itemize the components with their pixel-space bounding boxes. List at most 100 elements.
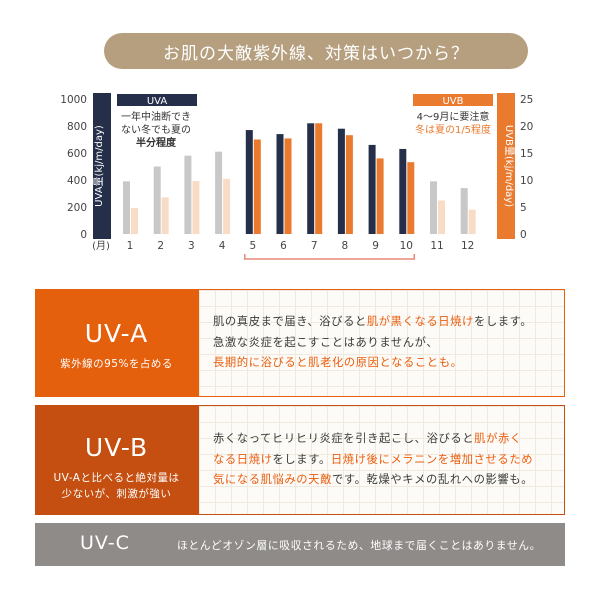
uva-title: UV-A [84,319,149,348]
uva-axis-band [93,93,111,239]
uvb-desc-text: 赤くなってヒリヒリ炎症を引き起こし、浴びると [213,432,475,446]
uva-desc-highlight-text: 肌が黒くなる日焼け [366,315,474,329]
uva-bar [307,123,315,234]
uva-bar [276,134,284,234]
uvb-annotation-line: 4〜9月に要注意 [417,110,490,123]
uvb-subtitle-line-2: 少ないが、刺激が強い [61,488,172,500]
uva-desc-text: をします。 [473,315,533,329]
x-unit-label: (月) [92,240,110,252]
uvb-desc-text: をします。 [272,452,331,466]
uvc-description: ほとんどオゾン層に吸収されるため、地球まで届くことはありません。 [177,539,542,552]
left-tick-label: 200 [67,202,87,214]
uva-description-lines: 肌の真皮まで届き、浴びると肌が黒くなる日焼けをします。急激な炎症を起こすことはあ… [213,312,532,374]
uvb-bar [407,162,415,234]
uv-chart: UVA量(kj/m/day) UVB量(kj/m/day)020040060080… [60,93,533,260]
x-tick-label: 11 [430,240,443,252]
uva-bar [337,128,345,234]
uvc-title: UV-C [80,532,130,554]
x-tick-label: 1 [127,240,134,252]
uvb-bar [284,138,292,234]
left-tick-label: 600 [67,148,87,160]
x-tick-label: 3 [188,240,195,252]
uvb-bar [345,135,353,234]
uvb-bar [438,200,445,234]
uvc-section: UV-C ほとんどオゾン層に吸収されるため、地球まで届くことはありません。 [35,523,565,566]
uva-bar [430,181,437,234]
uvb-annotation-tag-bg [413,94,493,106]
uvb-subtitle-line-1: UV-Aと比べると絶対量は [53,472,180,484]
uva-desc-highlight-text: 長期的に浴びると肌老化の原因となることも。 [213,356,463,370]
uva-description: 肌の真皮まで届き、浴びると肌が黒くなる日焼けをします。急激な炎症を起こすことはあ… [198,289,565,397]
uva-annotation-tag: UVA [147,96,168,107]
right-tick-label: 10 [520,175,533,187]
uvb-axis-band [497,93,515,239]
uvb-bar [315,123,323,234]
uvb-bar [192,181,200,234]
uvb-bar [376,158,384,234]
right-tick-label: 5 [520,202,527,214]
uvb-bar [223,178,231,234]
uvb-bar [161,197,169,234]
uva-annotation-line: 一年中油断でき [121,110,191,123]
x-tick-label: 5 [249,240,256,252]
uva-desc-line: 肌の真皮まで届き、浴びると肌が黒くなる日焼けをします。 [213,312,532,333]
right-tick-label: 0 [520,229,527,241]
page-title: お肌の大敵紫外線、対策はいつから？ [163,43,469,64]
uvb-annotation-tag: UVB [442,96,463,107]
uva-desc-line: 急激な炎症を起こすことはありませんが、 [213,333,532,354]
page-title-banner: お肌の大敵紫外線、対策はいつから？ [104,33,528,69]
uvb-desc-highlight-text: 肌が赤く [474,432,522,446]
x-tick-label: 10 [400,240,413,252]
uva-axis-label: UVA量(kj/m/day) [93,125,105,207]
x-tick-label: 8 [342,240,349,252]
uva-bar [399,148,407,234]
uva-bar [245,130,253,234]
uvb-desc-highlight-text: 日焼け後にメラニンを増加させるため [330,452,534,466]
right-tick-label: 20 [520,121,533,133]
x-tick-label: 12 [461,240,474,252]
x-tick-label: 4 [219,240,226,252]
uvb-axis-label: UVB量(kj/m/day) [503,125,515,207]
uvb-bar [253,139,261,234]
uvb-bar [131,208,138,234]
left-tick-label: 0 [80,229,87,241]
uvb-description-lines: 赤くなってヒリヒリ炎症を引き起こし、浴びると肌が赤く なる日焼けをします。日焼け後… [213,429,533,491]
uva-desc-line: 長期的に浴びると肌老化の原因となることも。 [213,353,532,374]
uvb-desc-line: 赤くなってヒリヒリ炎症を引き起こし、浴びると肌が赤く [213,429,533,450]
uvb-desc-text: です。乾燥やキメの乱れへの影響も。 [331,473,534,487]
uva-bar [153,166,161,234]
uva-bar [460,188,468,234]
uva-label-panel: UV-A 紫外線の95%を占める [35,289,198,397]
uvb-title: UV-B [84,433,149,462]
left-tick-label: 800 [67,121,87,133]
uvb-desc-line: なる日焼けをします。日焼け後にメラニンを増加させるため [213,450,533,471]
uva-desc-text: 肌の真皮まで届き、浴びると [213,315,367,329]
uva-bar [368,144,376,234]
uvb-description: 赤くなってヒリヒリ炎症を引き起こし、浴びると肌が赤く なる日焼けをします。日焼け後… [198,405,565,515]
left-tick-label: 400 [67,175,87,187]
uva-annotation-line: ない冬でも夏の [121,123,191,136]
uva-desc-text: 急激な炎症を起こすことはありませんが、 [213,335,439,349]
uva-annotation-line: 半分程度 [136,136,177,149]
uva-annotation-tag-bg [117,94,197,106]
right-tick-label: 15 [520,148,533,160]
uva-section: UV-A 紫外線の95%を占める 肌の真皮まで届き、浴びると肌が黒くなる日焼けを… [35,289,565,397]
uvb-annotation-line: 冬は夏の1/5程度 [415,123,491,136]
left-tick-label: 1000 [60,94,87,106]
x-tick-label: 7 [311,240,318,252]
uvb-label-panel: UV-B UV-Aと比べると絶対量は 少ないが、刺激が強い [35,405,198,515]
uvb-section: UV-B UV-Aと比べると絶対量は 少ないが、刺激が強い 赤くなってヒリヒリ炎… [35,405,565,515]
uvb-desc-highlight-text: なる日焼け [213,452,273,466]
uva-bar [215,151,223,234]
x-tick-label: 6 [280,240,287,252]
uvb-desc-highlight-text: 気になる肌悩みの天敵 [213,473,332,487]
x-tick-label: 2 [157,240,164,252]
summer-highlight-bracket [244,254,416,260]
uva-bar [184,155,192,234]
uvb-desc-line: 気になる肌悩みの天敵です。乾燥やキメの乱れへの影響も。 [213,470,533,491]
uva-bar [123,181,130,234]
x-tick-label: 9 [372,240,379,252]
right-tick-label: 25 [520,94,533,106]
uvb-bar [468,209,476,234]
uva-subtitle: 紫外線の95%を占める [60,358,173,370]
